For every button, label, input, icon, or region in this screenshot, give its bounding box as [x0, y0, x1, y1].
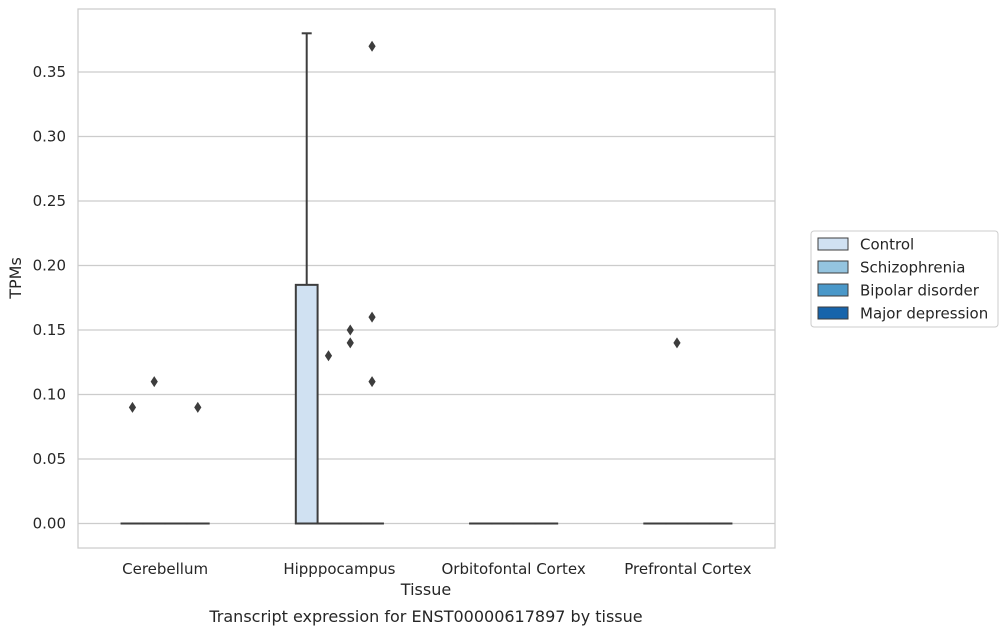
plot-area-background [78, 9, 775, 548]
y-tick-labels: 0.00 0.05 0.10 0.15 0.20 0.25 0.30 0.35 [33, 63, 66, 533]
box [294, 283, 319, 525]
outlier-point [368, 376, 376, 388]
outlier-point [324, 350, 333, 362]
legend-label: Major depression [860, 305, 988, 323]
legend-label: Schizophrenia [860, 259, 965, 277]
legend-swatch [817, 260, 849, 274]
x-axis-label: Tissue [400, 580, 451, 599]
outlier-point [194, 401, 202, 413]
y-tick-label: 0.35 [33, 63, 66, 81]
y-axis-label: TPMs [6, 257, 25, 300]
y-tick-label: 0.30 [33, 128, 66, 146]
y-tick-label: 0.25 [33, 192, 66, 210]
legend: Control Schizophrenia Bipolar disorder Majo… [810, 230, 999, 328]
chart-caption: Transcript expression for ENST0000061789… [208, 607, 642, 626]
x-tick-label: Orbitofontal Cortex [442, 560, 586, 578]
plot-marks [120, 32, 733, 525]
legend-swatch [817, 283, 849, 297]
x-tick-label: Hipppocampus [283, 560, 395, 578]
legend-label: Bipolar disorder [860, 282, 980, 300]
y-tick-label: 0.20 [33, 257, 66, 275]
legend-frame [810, 230, 999, 328]
outlier-point [368, 40, 376, 52]
outlier-point [346, 337, 354, 349]
y-tick-label: 0.15 [33, 321, 66, 339]
x-tick-labels: Cerebellum Hipppocampus Orbitofontal Corte… [122, 560, 751, 578]
outlier-point [346, 324, 354, 336]
x-tick-label: Prefrontal Cortex [624, 560, 751, 578]
legend-label: Control [860, 236, 914, 254]
outlier-point [673, 337, 681, 349]
y-tick-label: 0.05 [33, 450, 66, 468]
legend-swatch [817, 306, 849, 320]
y-tick-label: 0.00 [33, 515, 66, 533]
legend-swatch [817, 237, 849, 251]
y-gridlines [78, 71, 775, 525]
plot-frame [77, 8, 776, 549]
outlier-point [150, 376, 158, 388]
outlier-point [368, 311, 376, 323]
x-tick-label: Cerebellum [122, 560, 208, 578]
outlier-point [128, 401, 137, 413]
y-tick-label: 0.10 [33, 386, 66, 404]
